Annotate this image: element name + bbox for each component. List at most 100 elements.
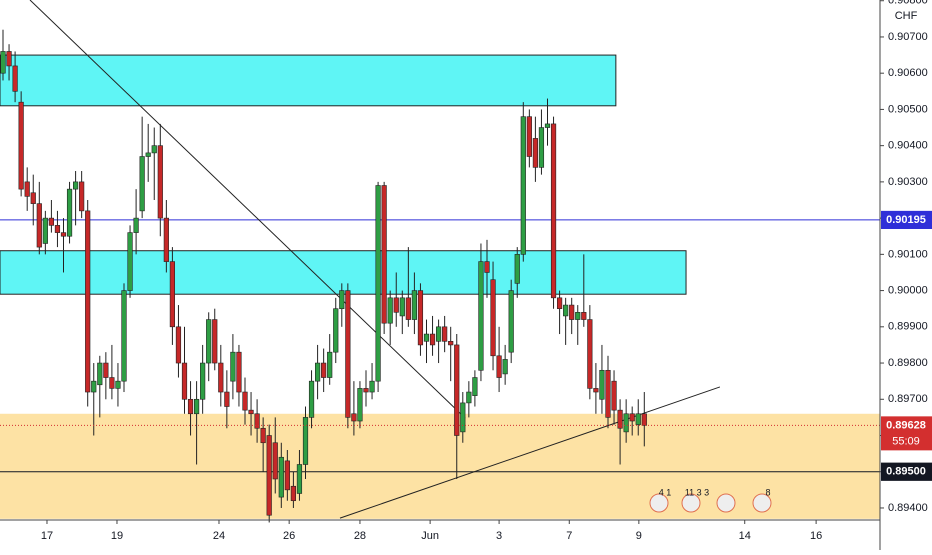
level-label: 0.89500	[886, 466, 926, 478]
candle-body	[435, 326, 442, 342]
candle-body	[254, 413, 260, 429]
candle-body	[163, 217, 169, 262]
candle-body	[520, 116, 526, 255]
candle-body	[635, 413, 641, 425]
candle-body	[157, 145, 163, 219]
candle-body	[242, 391, 248, 411]
event-icon	[649, 493, 669, 513]
candle-body	[466, 391, 472, 404]
candle-body	[181, 362, 188, 400]
y-tick-label: 0.90500	[888, 103, 928, 115]
candle-body	[302, 417, 309, 465]
candle-body	[381, 185, 387, 324]
candle-body	[224, 391, 230, 407]
candle-body	[91, 380, 97, 393]
candle-body	[641, 413, 647, 426]
candle-body	[448, 341, 454, 346]
candle-body	[12, 65, 18, 92]
y-tick-label: 0.89800	[888, 357, 928, 369]
level-label: 0.90195	[886, 214, 926, 226]
candle-body	[48, 217, 55, 226]
x-tick-label: 3	[496, 530, 502, 542]
candle-body	[502, 359, 508, 375]
candle-body	[472, 377, 478, 396]
zone	[0, 250, 687, 295]
level-label-box	[881, 462, 932, 481]
x-tick-label: 7	[566, 530, 572, 542]
candle-body	[79, 181, 85, 212]
candle-body	[399, 297, 405, 317]
x-tick-label: 16	[810, 530, 822, 542]
event-badge: 4 1	[659, 487, 672, 497]
candle-body	[187, 398, 194, 415]
x-tick-label: 24	[213, 530, 225, 542]
candle-body	[230, 351, 236, 382]
candle-body	[169, 261, 175, 328]
event-badge: 11 3 3	[685, 487, 709, 497]
candle-body	[296, 464, 303, 494]
candle-body	[139, 156, 145, 212]
candle-body	[569, 304, 575, 320]
candle-body	[345, 290, 351, 418]
candle-body	[133, 217, 139, 233]
event-badge: 8	[765, 487, 770, 497]
y-tick-label: 0.90600	[888, 67, 928, 79]
x-tick-label: 17	[41, 530, 53, 542]
candle-body	[30, 192, 36, 204]
candle-body	[175, 326, 182, 364]
x-tick-label: 14	[739, 530, 751, 542]
candle-body	[538, 127, 545, 168]
candle-body	[478, 261, 484, 371]
candle-body	[369, 380, 375, 393]
candle-body	[109, 377, 115, 389]
candle-body	[544, 123, 551, 128]
candle-body	[393, 297, 399, 313]
y-tick-label: 0.90100	[888, 248, 928, 260]
y-tick-label: 0.90400	[888, 140, 928, 152]
candle-body	[593, 388, 599, 393]
candle-body	[429, 333, 436, 346]
candle-body	[526, 116, 532, 157]
countdown-label: 55:09	[892, 435, 920, 447]
candle-body	[508, 290, 514, 353]
candle-body	[272, 442, 278, 480]
event-icon	[716, 493, 736, 513]
trend-line	[339, 386, 721, 519]
candle-body	[599, 369, 605, 400]
y-tick-label: 0.89700	[888, 393, 928, 405]
candle-body	[73, 181, 79, 190]
candle-body	[66, 188, 73, 237]
candle-body	[236, 351, 242, 393]
candle-body	[357, 388, 363, 422]
candle-body	[278, 456, 284, 498]
x-tick-label: 26	[283, 530, 295, 542]
candle-body	[85, 210, 91, 393]
candle-body	[550, 123, 557, 299]
candle-body	[151, 145, 157, 154]
zone	[0, 54, 617, 107]
candle-body	[411, 290, 417, 320]
candle-body	[581, 312, 587, 320]
candle-body	[266, 435, 272, 516]
candle-body	[611, 380, 617, 411]
y-tick-label: 0.90300	[888, 176, 928, 188]
candle-body	[212, 319, 218, 364]
x-tick-label: Jun	[421, 530, 439, 542]
candle-body	[532, 138, 538, 168]
level-label-box	[881, 210, 932, 229]
y-tick-label: 0.89400	[888, 502, 928, 514]
candle-body	[284, 460, 290, 491]
event-icon	[681, 493, 701, 513]
y-tick-label: 0.90800	[888, 0, 928, 7]
candle-body	[60, 232, 67, 237]
candle-body	[121, 290, 127, 382]
last-price-label: 0.89628	[886, 419, 926, 431]
candle-body	[587, 319, 593, 389]
candle-body	[97, 362, 103, 386]
candle-body	[442, 326, 448, 342]
last-price-box	[881, 416, 932, 451]
candle-body	[308, 380, 315, 418]
candle-body	[484, 261, 490, 273]
x-tick-label: 19	[111, 530, 123, 542]
